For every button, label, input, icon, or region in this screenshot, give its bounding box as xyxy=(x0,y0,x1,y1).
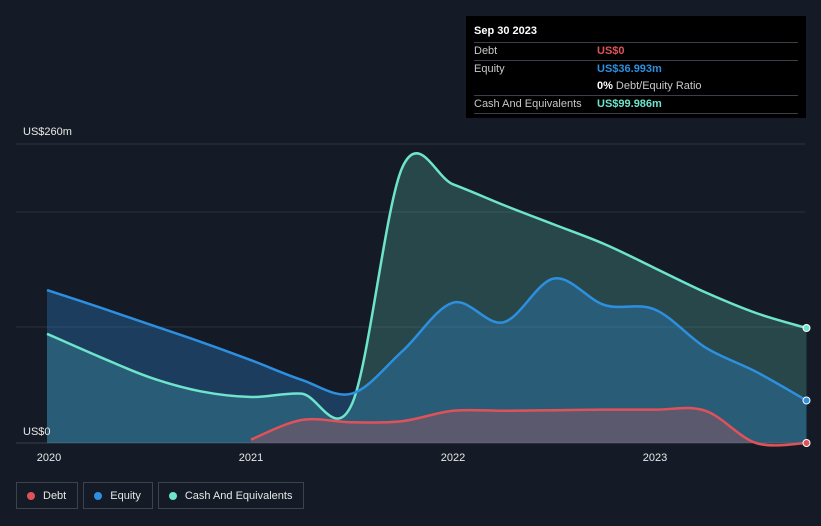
cash-line xyxy=(46,152,807,420)
tooltip-ratio-label: Debt/Equity Ratio xyxy=(615,80,702,92)
legend-item-equity[interactable]: Equity xyxy=(83,482,153,509)
tooltip-row-ratio: 0% Debt/Equity Ratio xyxy=(474,78,798,95)
cash-dot-icon xyxy=(168,491,177,500)
debt-line xyxy=(250,406,807,447)
legend-item-debt[interactable]: Debt xyxy=(16,482,79,509)
legend-item-cash[interactable]: Cash And Equivalents xyxy=(157,482,305,509)
y-tick-label-bottom: US$0 xyxy=(23,426,51,438)
tooltip-panel: Sep 30 2023 Debt US$0 Equity US$36.993m … xyxy=(466,16,806,118)
tooltip-cash-label: Cash And Equivalents xyxy=(474,98,582,110)
tooltip-equity-value: US$36.993m xyxy=(597,63,662,75)
debt-end-marker[interactable] xyxy=(802,439,811,447)
tooltip-debt-label: Debt xyxy=(474,45,498,57)
x-tick-label-2022: 2022 xyxy=(441,452,465,464)
legend-cash-label: Cash And Equivalents xyxy=(184,489,293,502)
tooltip-ratio-percent: 0% xyxy=(597,80,613,92)
equity-end-marker[interactable] xyxy=(802,396,811,405)
equity-dot-icon xyxy=(94,491,103,500)
x-tick-label-2023: 2023 xyxy=(643,452,667,464)
tooltip-cash-value: US$99.986m xyxy=(597,98,662,110)
x-tick-label-2020: 2020 xyxy=(37,452,61,464)
debt-dot-icon xyxy=(27,491,35,500)
series-layer xyxy=(46,152,811,447)
legend-debt-label: Debt xyxy=(43,489,67,502)
legend: Debt Equity Cash And Equivalents xyxy=(16,482,309,509)
x-tick-label-2021: 2021 xyxy=(239,452,263,464)
legend-equity-label: Equity xyxy=(110,489,141,502)
equity-area xyxy=(47,278,807,443)
tooltip-row-cash: Cash And Equivalents US$99.986m xyxy=(474,95,798,114)
cash-end-marker[interactable] xyxy=(802,324,811,332)
tooltip-debt-value: US$0 xyxy=(597,45,625,57)
cash-area xyxy=(47,153,807,443)
grid xyxy=(16,143,805,444)
plot-area xyxy=(16,144,805,443)
tooltip-date: Sep 30 2023 xyxy=(474,25,537,37)
y-tick-label-top: US$260m xyxy=(23,126,72,138)
equity-line xyxy=(46,277,808,402)
tooltip-row-equity: Equity US$36.993m xyxy=(474,60,798,78)
tooltip-row-debt: Debt US$0 xyxy=(474,42,798,60)
debt-area xyxy=(251,408,807,446)
tooltip-equity-label: Equity xyxy=(474,63,505,75)
